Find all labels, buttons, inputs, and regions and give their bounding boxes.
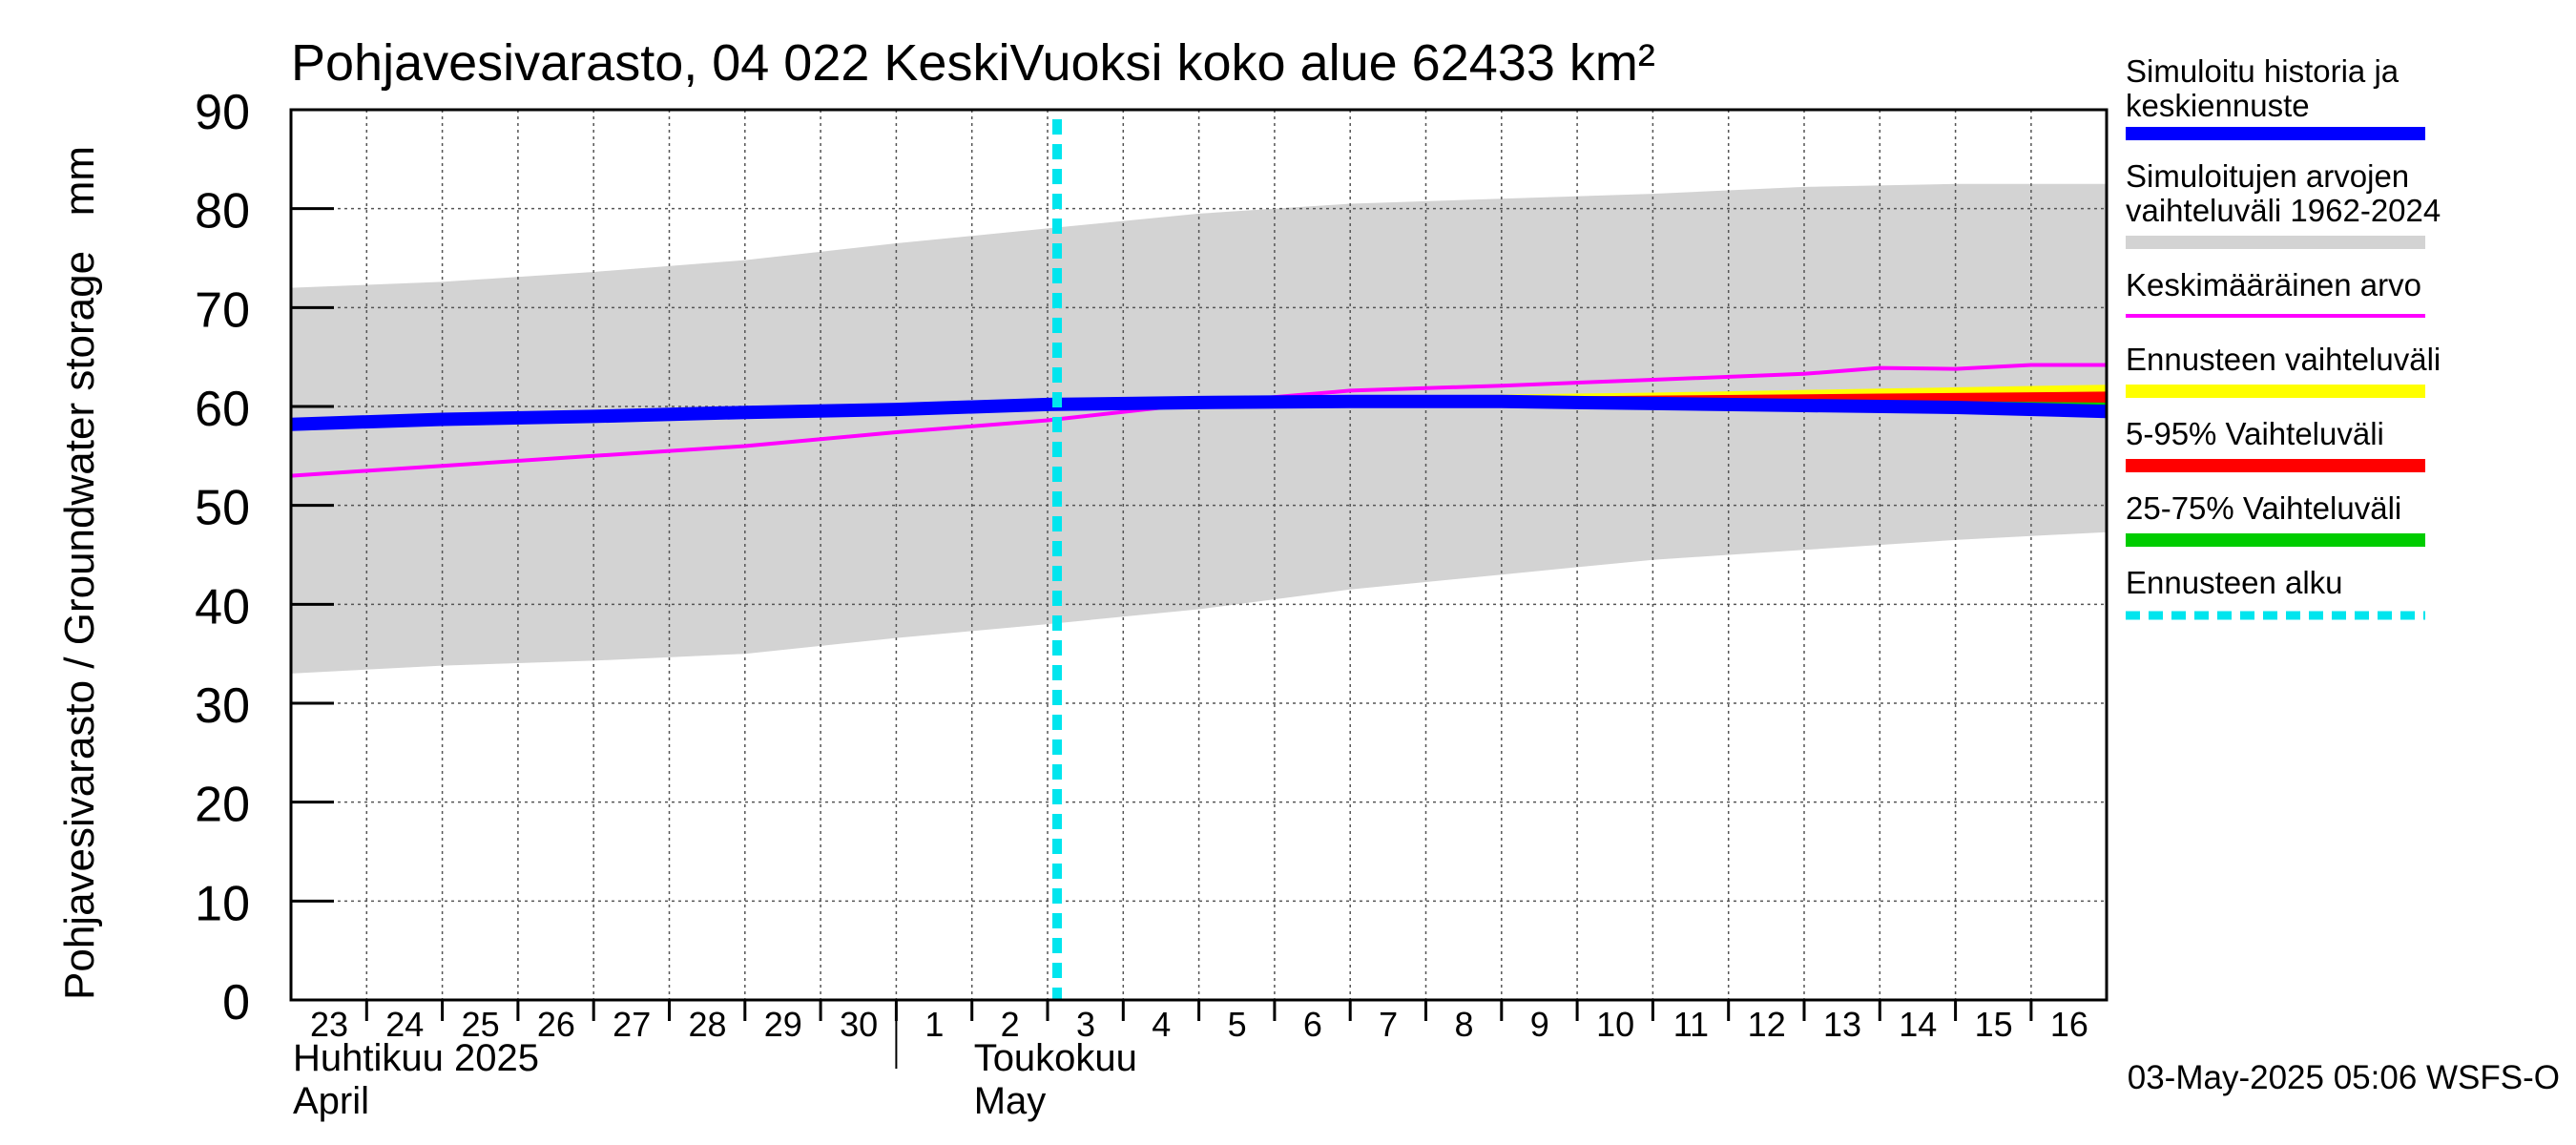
x-tick-label-2: 2: [1001, 1005, 1020, 1044]
x-tick-label-11: 11: [1673, 1005, 1709, 1044]
x-tick-label-12: 12: [1748, 1005, 1786, 1044]
x-tick-label-8: 8: [1454, 1005, 1473, 1044]
y-tick-label-60: 60: [195, 382, 250, 437]
x-tick-label-25: 25: [462, 1005, 500, 1044]
x-tick-label-3: 3: [1076, 1005, 1095, 1044]
lines-layer: [290, 363, 2108, 478]
legend-label-0-0: Simuloitu historia ja: [2126, 53, 2399, 89]
x-tick-label-7: 7: [1379, 1005, 1398, 1044]
legend-label-1-1: vaihteluväli 1962-2024: [2126, 193, 2441, 228]
month-label-en-1: May: [974, 1080, 1047, 1122]
month-label-en-0: April: [293, 1080, 369, 1122]
legend-label-5-0: 25-75% Vaihteluväli: [2126, 490, 2401, 526]
x-tick-label-6: 6: [1303, 1005, 1322, 1044]
x-tick-label-27: 27: [613, 1005, 651, 1044]
legend-label-4-0: 5-95% Vaihteluväli: [2126, 416, 2384, 451]
series-keskim-r-inen-arvo: [290, 363, 2107, 478]
legend-label-3-0: Ennusteen vaihteluväli: [2126, 342, 2441, 377]
footer-timestamp: 03-May-2025 05:06 WSFS-O: [2128, 1059, 2560, 1096]
x-tick-label-23: 23: [310, 1005, 348, 1044]
x-tick-label-16: 16: [2050, 1005, 2088, 1044]
x-axis-ticks: 23 24 25 26 27 28 29 30 1 2 3 4 5 6 7 8 9 10 11 12 13 14 15 16: [310, 1000, 2088, 1069]
y-tick-label-70: 70: [195, 282, 250, 338]
y-axis-ticks: 0 10 20 30 40 50 60 70 80 90: [195, 85, 334, 1030]
x-tick-label-26: 26: [537, 1005, 575, 1044]
y-tick-label-0: 0: [222, 975, 250, 1030]
legend-label-1-0: Simuloitujen arvojen: [2126, 158, 2409, 194]
series-simuloitu-historia-ja-keskiennuste: [290, 394, 2108, 431]
x-tick-label-29: 29: [764, 1005, 802, 1044]
y-tick-label-20: 20: [195, 778, 250, 833]
x-tick-label-13: 13: [1823, 1005, 1861, 1044]
x-tick-label-10: 10: [1596, 1005, 1634, 1044]
x-tick-label-15: 15: [1975, 1005, 2013, 1044]
month-label-fi-0: Huhtikuu 2025: [293, 1037, 539, 1079]
x-tick-label-14: 14: [1899, 1005, 1937, 1044]
x-tick-label-4: 4: [1152, 1005, 1171, 1044]
y-tick-label-90: 90: [195, 85, 250, 140]
y-tick-label-50: 50: [195, 481, 250, 536]
y-tick-label-80: 80: [195, 184, 250, 239]
y-tick-label-40: 40: [195, 579, 250, 635]
x-tick-label-9: 9: [1530, 1005, 1549, 1044]
x-tick-label-30: 30: [840, 1005, 878, 1044]
chart-title: Pohjavesivarasto, 04 022 KeskiVuoksi kok…: [291, 34, 1655, 92]
y-tick-label-30: 30: [195, 678, 250, 734]
x-tick-label-1: 1: [924, 1005, 944, 1044]
legend-label-2-0: Keskimääräinen arvo: [2126, 267, 2421, 302]
x-tick-label-28: 28: [688, 1005, 726, 1044]
x-tick-label-24: 24: [385, 1005, 424, 1044]
month-label-fi-1: Toukokuu: [974, 1037, 1137, 1079]
legend-label-6-0: Ennusteen alku: [2126, 565, 2343, 600]
grid-layer: [291, 110, 2107, 1000]
y-tick-label-10: 10: [195, 876, 250, 931]
x-tick-label-5: 5: [1228, 1005, 1247, 1044]
legend-label-0-1: keskiennuste: [2126, 88, 2310, 123]
y-axis-label: Pohjavesivarasto / Groundwater storage m…: [56, 146, 103, 1000]
